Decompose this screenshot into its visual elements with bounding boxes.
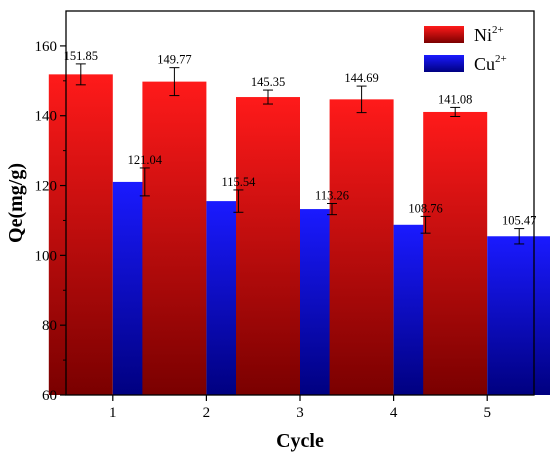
error-bars-layer: [75, 63, 525, 245]
data-label-cu-cycle-2: 115.54: [221, 175, 256, 189]
x-axis-ticks: 1 2 3 4 5: [109, 395, 491, 421]
x-tick-label: 1: [109, 405, 117, 421]
error-bar-ni-cycle-2: [169, 67, 180, 97]
data-label-cu-cycle-5: 105.47: [502, 214, 536, 228]
legend-swatch-ni: [424, 26, 464, 43]
legend-swatch-cu: [424, 55, 464, 72]
y-tick-label: 60: [42, 388, 57, 404]
x-tick-label: 5: [483, 405, 491, 421]
data-label-cu-cycle-4: 108.76: [408, 201, 442, 215]
bar-ni-cycle-1: [48, 74, 113, 396]
legend-label-cu: Cu2+: [474, 53, 507, 74]
error-bar-ni-cycle-1: [75, 63, 86, 86]
bar-ni-cycle-3: [236, 97, 300, 396]
data-label-cu-cycle-3: 113.26: [315, 188, 349, 202]
error-bar-cu-cycle-3: [327, 202, 337, 216]
y-tick-label: 120: [35, 179, 58, 195]
error-bar-ni-cycle-3: [263, 89, 273, 105]
data-label-ni-cycle-4: 144.69: [344, 71, 378, 85]
data-labels-layer: 151.85 121.04 149.77 115.54 145.35 113.26 144.…: [64, 49, 537, 228]
data-label-ni-cycle-2: 149.77: [157, 53, 191, 67]
bar-cu-cycle-5: [487, 236, 550, 395]
y-axis-ticks: 60 80 100 120 140 160: [35, 39, 66, 404]
data-label-ni-cycle-3: 145.35: [251, 75, 285, 89]
y-tick-label: 140: [35, 109, 58, 125]
bars-layer: [48, 74, 550, 396]
bar-ni-cycle-4: [329, 99, 394, 395]
error-bar-cu-cycle-5: [514, 228, 525, 245]
error-bar-cu-cycle-1: [139, 167, 150, 197]
x-tick-label: 2: [203, 405, 211, 421]
bar-ni-cycle-5: [423, 111, 488, 395]
y-tick-label: 160: [35, 39, 58, 55]
x-tick-label: 4: [390, 405, 398, 421]
y-axis-title: Qe(mg/g): [5, 163, 27, 243]
bar-ni-cycle-2: [142, 81, 207, 395]
legend-label-ni: Ni2+: [474, 24, 504, 45]
x-tick-label: 3: [296, 405, 304, 421]
data-label-ni-cycle-1: 151.85: [64, 49, 98, 63]
error-bar-cu-cycle-4: [420, 215, 431, 234]
error-bar-ni-cycle-5: [450, 106, 461, 117]
error-bar-ni-cycle-4: [356, 85, 367, 114]
error-bar-cu-cycle-2: [233, 189, 244, 213]
y-tick-label: 80: [42, 318, 57, 334]
data-label-ni-cycle-5: 141.08: [438, 92, 472, 106]
legend: Ni2+ Cu2+: [424, 24, 507, 74]
x-axis-title: Cycle: [276, 430, 324, 452]
y-tick-label: 100: [35, 248, 58, 264]
data-label-cu-cycle-1: 121.04: [128, 153, 163, 167]
